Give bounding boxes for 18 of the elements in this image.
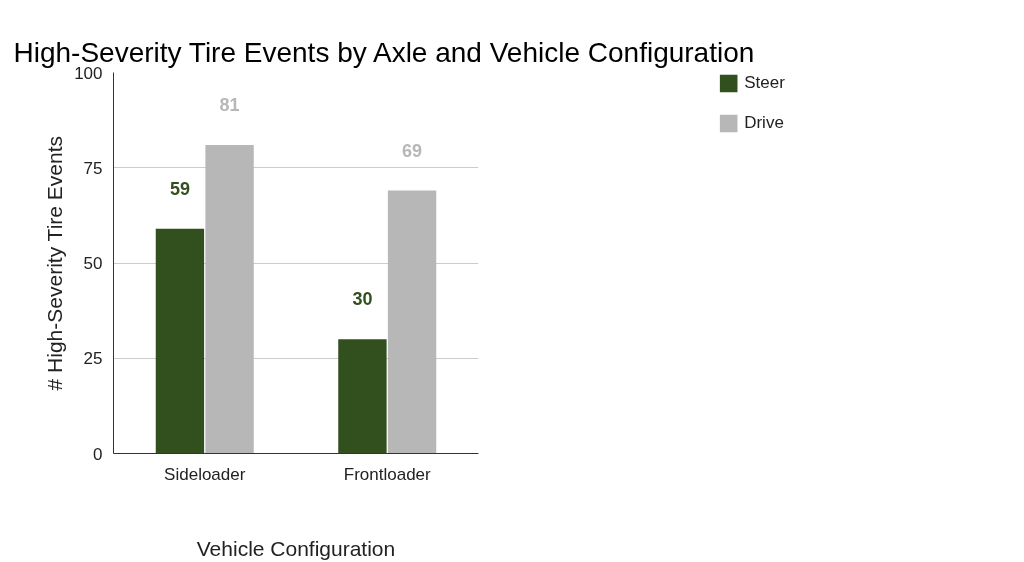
data-label: 59 (169, 178, 190, 199)
x-axis-title: Vehicle Configuration (196, 536, 396, 560)
legend-label: Steer (744, 73, 785, 93)
data-label: 81 (219, 94, 240, 115)
x-tick-label: Sideloader (164, 464, 246, 484)
bar (387, 190, 437, 454)
bar (338, 339, 387, 454)
legend-label: Drive (744, 113, 784, 133)
y-tick-label: 0 (93, 444, 103, 464)
y-axis-title: # High-Severity Tire Events (43, 135, 67, 391)
x-tick-label: Frontloader (343, 464, 432, 484)
y-tick-label: 75 (83, 158, 103, 178)
y-tick-label: 25 (83, 349, 103, 369)
y-tick-label: 50 (83, 254, 103, 273)
data-label: 69 (402, 140, 423, 161)
bar (205, 144, 254, 454)
bar (155, 228, 205, 454)
data-label: 30 (352, 289, 373, 310)
